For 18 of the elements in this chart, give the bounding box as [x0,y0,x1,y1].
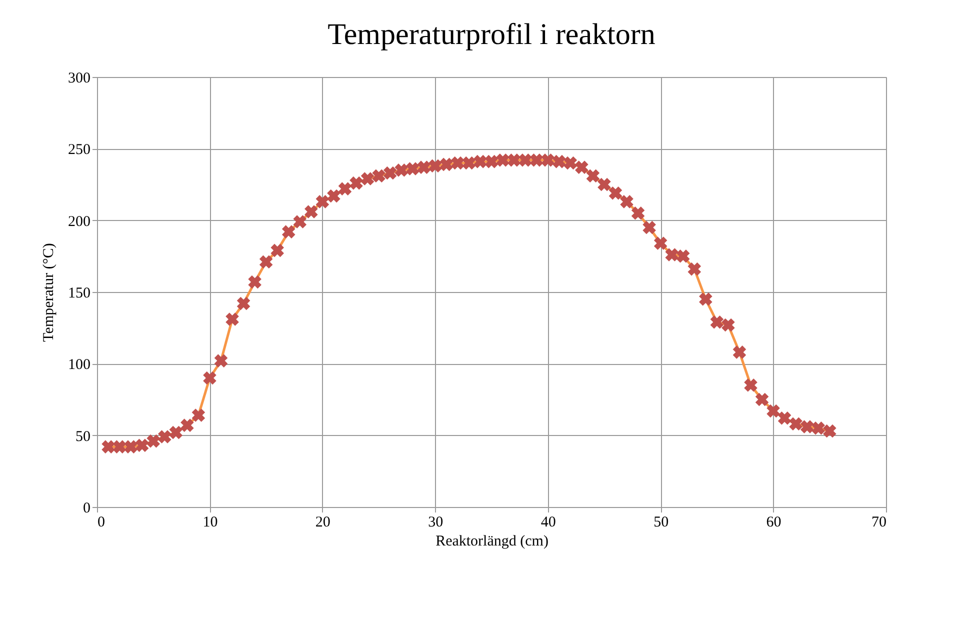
x-tick-label: 20 [315,514,330,530]
x-tick-label: 50 [654,514,669,530]
x-tick-label: 70 [872,514,886,530]
y-tick-label: 100 [68,357,90,374]
x-tick-label: 0 [98,514,105,530]
chart-title: Temperaturprofil i reaktorn [328,18,656,51]
y-tick-label: 50 [76,428,90,445]
y-tick-label: 250 [68,142,90,158]
y-tick-label: 300 [68,70,90,86]
x-tick-label: 60 [766,514,782,530]
y-tick-label: 200 [68,214,90,230]
x-tick-label: 30 [428,514,444,530]
x-tick-label: 10 [202,514,218,530]
y-tick-label: 150 [68,286,90,302]
y-tick-label: 0 [83,500,90,516]
x-tick-label: 40 [540,514,556,530]
x-axis-title: Reaktorlängd (cm) [436,534,548,550]
y-axis-title: Temperatur (°C) [41,243,57,342]
